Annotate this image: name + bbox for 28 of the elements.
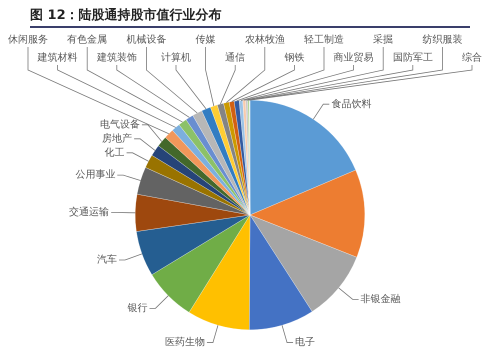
slice-label: 公用事业 xyxy=(75,168,116,181)
slice-label: 传媒 xyxy=(196,34,216,46)
slice-label: 农林牧渔 xyxy=(244,34,285,46)
slice-label: 电子 xyxy=(295,336,316,348)
slice-label: 银行 xyxy=(126,302,148,314)
slice-label: 商业贸易 xyxy=(334,52,374,64)
slice-label: 钢铁 xyxy=(283,52,304,64)
slice-label: 轻工制造 xyxy=(304,34,344,46)
slice-label: 机械设备 xyxy=(126,34,166,46)
slice-label: 采掘 xyxy=(373,34,394,46)
slice-label: 建筑装饰 xyxy=(96,52,137,64)
slice-label: 医药生物 xyxy=(164,336,205,348)
slice-label: 计算机 xyxy=(161,52,191,64)
slice-label: 电气设备 xyxy=(100,118,140,130)
slice-label: 国防军工 xyxy=(392,52,433,64)
slice-label: 综合 xyxy=(462,52,482,64)
slice-label: 有色金属 xyxy=(67,34,108,46)
slice-label: 休闲服务 xyxy=(8,34,48,46)
slice-label: 通信 xyxy=(225,52,246,64)
chart-title: 图 12：陆股通持股市值行业分布 xyxy=(30,6,222,24)
slice-label: 交通运输 xyxy=(69,206,110,218)
slice-label: 食品饮料 xyxy=(331,98,372,110)
slice-label: 化工 xyxy=(104,146,125,158)
slice-label: 房地产 xyxy=(102,132,132,144)
slice-label: 汽车 xyxy=(97,254,118,266)
slice-label: 纺织服装 xyxy=(422,34,462,46)
slice-label: 建筑材料 xyxy=(36,52,78,64)
slice-label: 非银金融 xyxy=(360,292,401,305)
